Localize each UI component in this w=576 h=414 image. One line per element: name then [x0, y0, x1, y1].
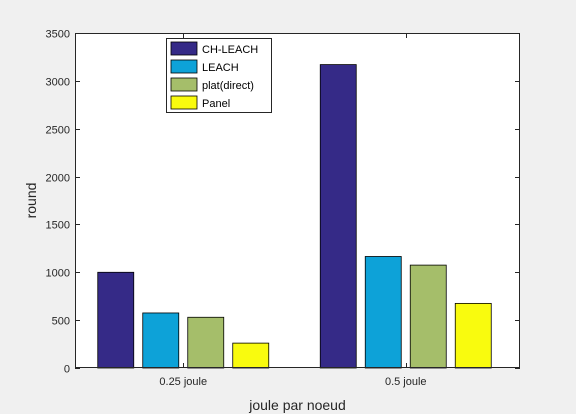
x-axis: 0.25 joule 0.5 joule [159, 33, 427, 388]
legend: CH-LEACH LEACH plat(direct) Panel [166, 38, 272, 113]
y-tick-label-5: 2500 [46, 125, 70, 137]
bar-panel-1 [454, 302, 492, 369]
plot-frame [75, 33, 520, 368]
bar-plat-direct--1 [409, 264, 447, 369]
legend-swatch-0 [170, 41, 198, 56]
legend-swatch-3 [170, 95, 198, 110]
bar-leach-0 [142, 312, 180, 369]
y-tick-label-6: 3000 [46, 77, 70, 89]
bars-group [97, 64, 492, 369]
legend-label-0: CH-LEACH [202, 44, 258, 56]
bar-leach-1 [364, 256, 402, 369]
y-axis-label: round [23, 183, 39, 219]
y-tick-label-0: 0 [64, 364, 70, 376]
bar-panel-0 [232, 342, 270, 369]
legend-label-1: LEACH [202, 62, 239, 74]
legend-label-3: Panel [202, 98, 230, 110]
bar-plat-direct--0 [187, 316, 225, 369]
plot-area [75, 33, 520, 368]
y-tick-label-4: 2000 [46, 173, 70, 185]
legend-swatch-2 [170, 77, 198, 92]
bar-ch-leach-0 [97, 271, 135, 369]
x-axis-label: joule par noeud [248, 397, 346, 413]
legend-swatch-1 [170, 59, 198, 74]
y-axis: 0 500 1000 1500 2000 2500 3000 3500 [46, 29, 520, 376]
y-tick-label-7: 3500 [46, 29, 70, 41]
bar-ch-leach-1 [319, 64, 357, 369]
y-tick-label-3: 1500 [46, 220, 70, 232]
y-tick-label-2: 1000 [46, 268, 70, 280]
y-tick-label-1: 500 [52, 316, 70, 328]
x-tick-label-1: 0.5 joule [385, 376, 427, 388]
legend-label-2: plat(direct) [202, 80, 254, 92]
x-tick-label-0: 0.25 joule [159, 376, 207, 388]
